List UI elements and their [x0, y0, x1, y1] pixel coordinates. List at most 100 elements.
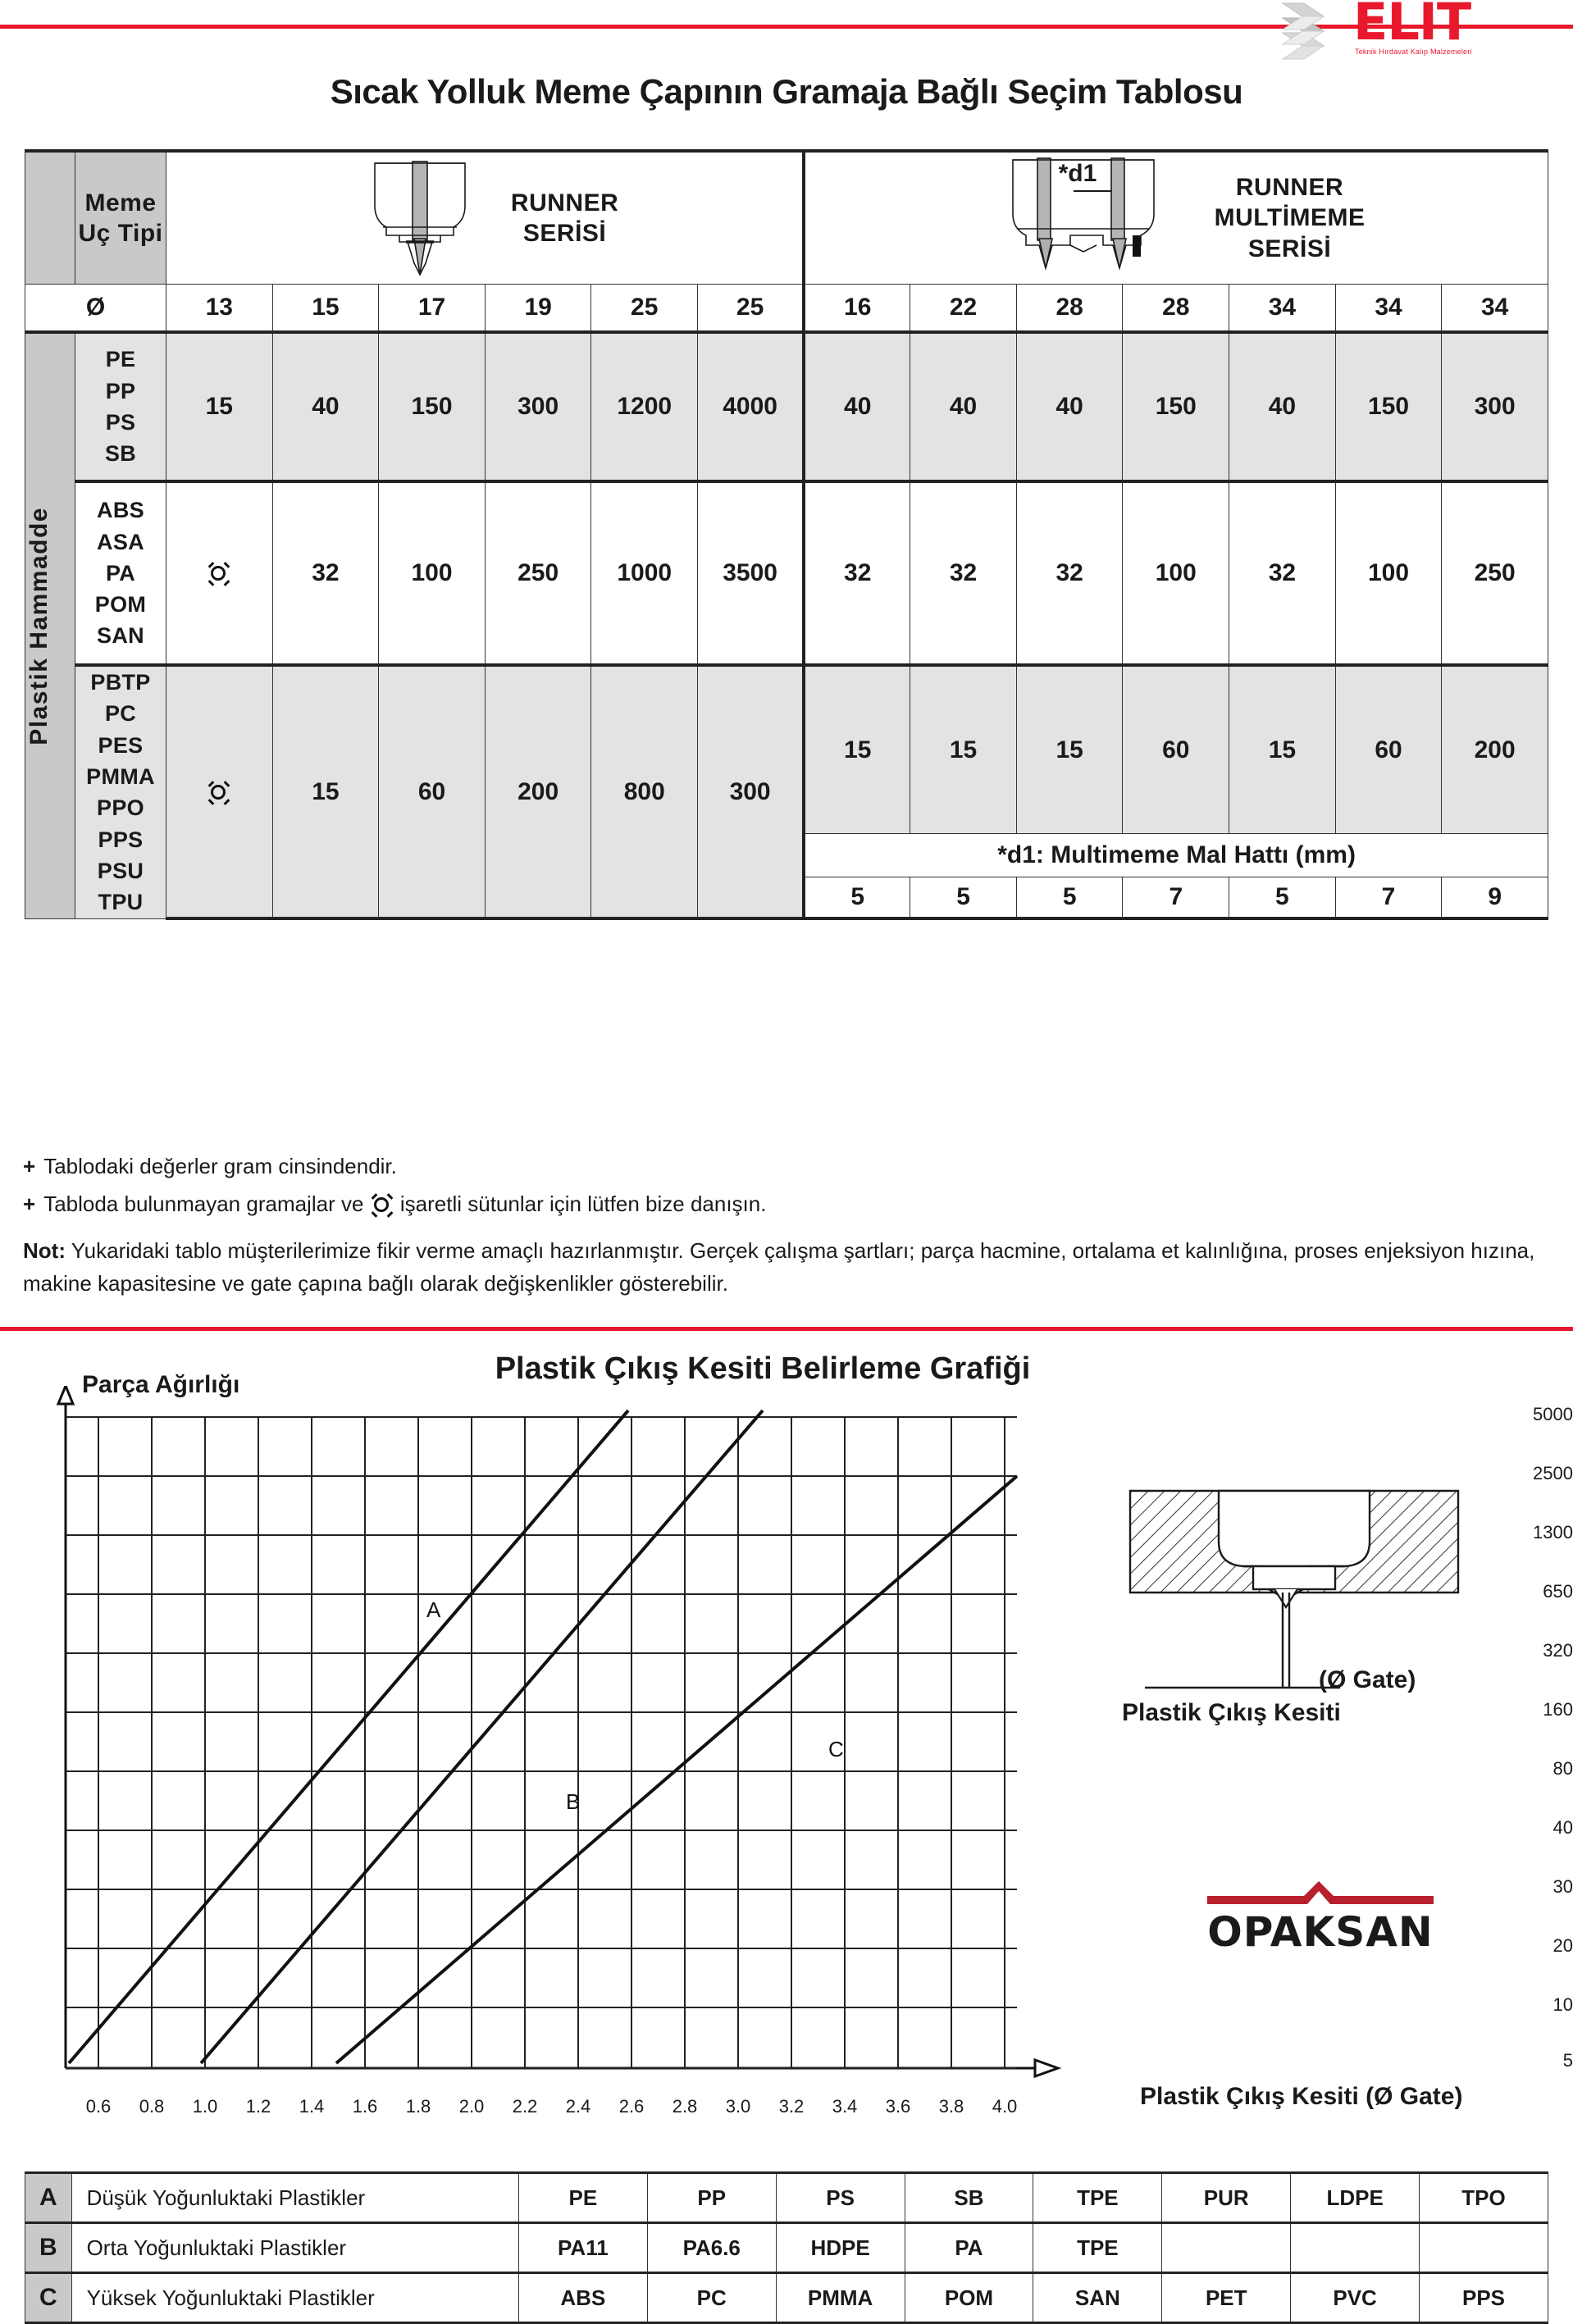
chart-horizontal-gridlines [66, 1416, 1017, 2069]
header-top-rule [0, 25, 1573, 29]
gram-value-cell: 15 [1229, 664, 1336, 835]
runner-nozzle-diagram-icon [374, 161, 466, 276]
x-tick: 2.4 [565, 2096, 591, 2117]
opaksan-wordmark: OPAKSAN [1207, 1908, 1434, 1956]
gram-value-cell: 250 [484, 481, 592, 667]
runner-multimeme-series-header: *d1 RUNNER MULTİMEME SERİSİ [803, 149, 1549, 285]
gram-value-cell: 100 [1334, 481, 1443, 667]
d1-callout-label: *d1 [1058, 160, 1097, 187]
gram-value-cell: 3500 [697, 481, 806, 667]
gram-value-cell: 800 [590, 664, 699, 921]
footnote-2-text-b: işaretli sütunlar için lütfen bize danış… [399, 1192, 767, 1217]
d1-value-cell: 5 [910, 876, 1017, 921]
gram-value-cell: 15 [1015, 664, 1124, 835]
material-name: PES [98, 732, 144, 758]
legend-description: Düşük Yoğunluktaki Plastikler [71, 2171, 519, 2224]
x-tick: 2.0 [458, 2096, 485, 2117]
legend-item: PET [1161, 2272, 1292, 2324]
material-group-row-2: ABS ASA PA POM SAN 32 100 250 1000 3500 … [25, 481, 1548, 667]
x-tick: 3.6 [885, 2096, 911, 2117]
diameter-cell: 28 [1122, 284, 1230, 334]
chart-vertical-gridlines [98, 1417, 1005, 2068]
elit-logo: ELİT Teknik Hırdavat Kalıp Malzemeleri [1279, 0, 1550, 64]
d1-value-cell: 5 [1015, 876, 1124, 921]
material-name: PSU [97, 858, 144, 883]
material-name: SAN [97, 623, 144, 649]
legend-item: TPE [1033, 2171, 1163, 2224]
material-list-cell: PE PP PS SB [75, 331, 166, 483]
gram-value-cell: 300 [1441, 331, 1548, 483]
plastic-gate-chart: A B C [56, 1386, 1062, 2079]
legend-description: Yüksek Yoğunluktaki Plastikler [71, 2272, 519, 2324]
diameter-row: Ø 13 15 17 19 25 25 16 22 28 28 34 34 34 [25, 284, 1548, 334]
runner-series-line1: RUNNER [510, 189, 619, 216]
x-tick: 2.8 [672, 2096, 698, 2117]
legend-item: HDPE [775, 2221, 905, 2274]
diameter-cell: 25 [697, 284, 806, 334]
gram-value-cell: 40 [1229, 331, 1336, 483]
material-name: PS [105, 410, 136, 435]
consult-sun-icon [207, 780, 231, 805]
legend-item: PA [904, 2221, 1034, 2274]
legend-item: ABS [517, 2272, 648, 2324]
material-name: ABS [97, 498, 144, 523]
gate-figure-caption: Plastik Çıkış Kesiti [1122, 1699, 1341, 1726]
legend-description: Orta Yoğunluktaki Plastikler [71, 2221, 519, 2274]
x-tick: 1.4 [299, 2096, 325, 2117]
legend-item [1161, 2221, 1292, 2274]
elit-tagline: Teknik Hırdavat Kalıp Malzemeleri [1355, 48, 1472, 56]
gram-value-cell: 250 [1441, 481, 1548, 667]
legend-item: PE [517, 2171, 648, 2224]
y-axis-arrowhead-icon [56, 1386, 75, 1406]
x-tick: 2.6 [618, 2096, 645, 2117]
section-divider-rule [0, 1327, 1573, 1331]
footnote-2-text-a: Tabloda bulunmayan gramajlar ve [43, 1192, 364, 1217]
gram-value-cell: 300 [484, 331, 592, 483]
y-tick: 650 [1543, 1581, 1573, 1602]
y-tick: 80 [1552, 1758, 1573, 1779]
table-row: B Orta Yoğunluktaki Plastikler PA11 PA6.… [25, 2221, 1548, 2274]
gram-value-cell: 200 [1441, 664, 1548, 835]
gram-value-cell: 100 [1122, 481, 1230, 667]
diameter-cell: 16 [803, 284, 911, 334]
material-name: PC [104, 701, 137, 727]
multimeme-series-line1: RUNNER [1235, 173, 1344, 201]
material-name: PP [105, 378, 136, 403]
gram-value-cell: 150 [1122, 331, 1230, 483]
diameter-cell: 17 [378, 284, 486, 334]
d1-note-cell: *d1: Multimeme Mal Hattı (mm) [803, 833, 1549, 877]
gram-value-cell: 40 [910, 331, 1017, 483]
d1-note-prefix: *d1: [997, 841, 1044, 869]
legend-item: PPS [1419, 2272, 1548, 2324]
diameter-cell: 15 [271, 284, 380, 334]
y-tick: 10 [1552, 1994, 1573, 2015]
series-label-b: B [566, 1789, 580, 1814]
series-label-a: A [426, 1597, 441, 1622]
gram-value-cell: 40 [1015, 331, 1124, 483]
legend-key: B [25, 2221, 72, 2274]
material-name: POM [94, 592, 147, 617]
d1-note-row: *d1: Multimeme Mal Hattı (mm) [25, 833, 1549, 877]
table-row: C Yüksek Yoğunluktaki Plastikler ABS PC … [25, 2272, 1548, 2324]
y-tick: 2500 [1533, 1463, 1573, 1483]
diameter-cell: 34 [1334, 284, 1443, 334]
gram-value-cell: 32 [1229, 481, 1336, 667]
x-tick: 2.2 [512, 2096, 538, 2117]
material-name: PBTP [90, 670, 151, 695]
material-list-cell: PBTP PC PES PMMA PPO PPS PSU TPU [75, 664, 166, 919]
gram-value-cell: 15 [271, 664, 380, 921]
y-tick: 320 [1543, 1640, 1573, 1661]
chart-y-axis-title: Parça Ağırlığı [82, 1371, 240, 1398]
gram-value-cell: 40 [803, 331, 911, 483]
legend-item: TPO [1419, 2171, 1548, 2224]
gram-value-cell: 1000 [590, 481, 699, 667]
nozzle-type-header-line2: Uç Tipi [78, 220, 163, 247]
x-tick: 1.6 [352, 2096, 378, 2117]
runner-series-line2: SERİSİ [522, 220, 607, 247]
gram-value-cell: 15 [803, 664, 911, 835]
gate-cross-section-diagram [1128, 1489, 1460, 1689]
legend-item: PA11 [517, 2221, 648, 2274]
consult-sun-icon [370, 1193, 394, 1219]
plus-icon: + [23, 1192, 36, 1217]
